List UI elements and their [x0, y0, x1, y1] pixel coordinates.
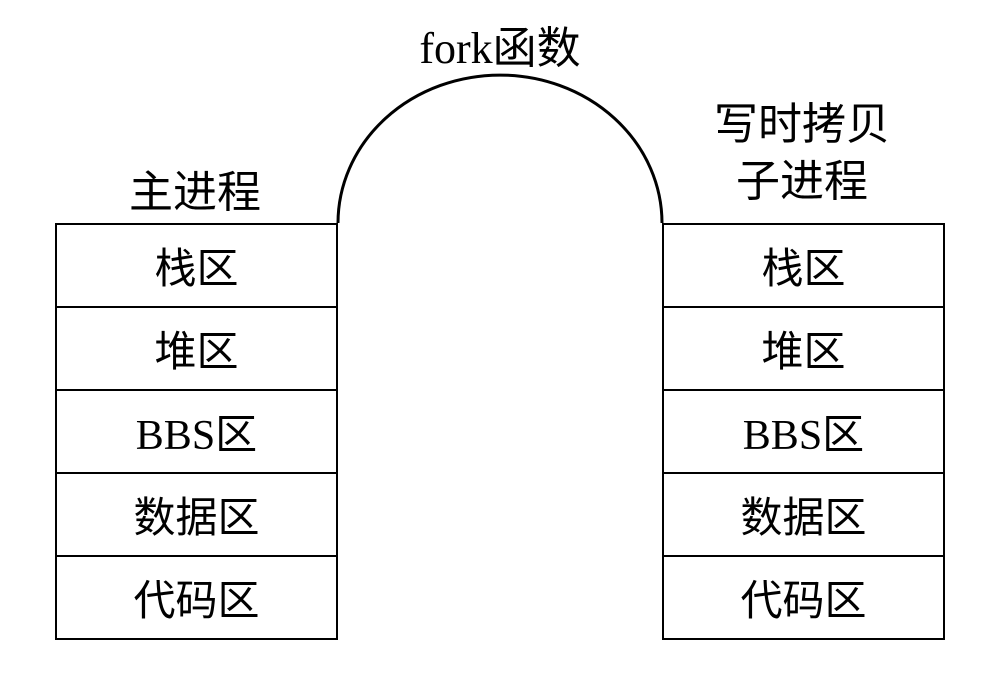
main-process-cell-3: 数据区	[57, 474, 336, 557]
main-process-cell-4: 代码区	[57, 557, 336, 640]
main-process-header: 主进程	[95, 156, 295, 220]
cow-header-line2: 子进程	[672, 153, 932, 210]
child-process-column: 栈区堆区BBS区数据区代码区	[662, 223, 945, 640]
cow-child-process-header: 写时拷贝 子进程	[672, 96, 932, 210]
main-process-cell-1: 堆区	[57, 308, 336, 391]
child-process-cell-0: 栈区	[664, 225, 943, 308]
main-process-cell-0: 栈区	[57, 225, 336, 308]
child-process-cell-3: 数据区	[664, 474, 943, 557]
main-process-column: 栈区堆区BBS区数据区代码区	[55, 223, 338, 640]
cow-header-line1: 写时拷贝	[672, 96, 932, 153]
main-process-cell-2: BBS区	[57, 391, 336, 474]
fork-diagram: fork函数 主进程 写时拷贝 子进程 栈区堆区BBS区数据区代码区 栈区堆区B…	[0, 0, 1000, 698]
child-process-cell-1: 堆区	[664, 308, 943, 391]
child-process-cell-4: 代码区	[664, 557, 943, 640]
child-process-cell-2: BBS区	[664, 391, 943, 474]
